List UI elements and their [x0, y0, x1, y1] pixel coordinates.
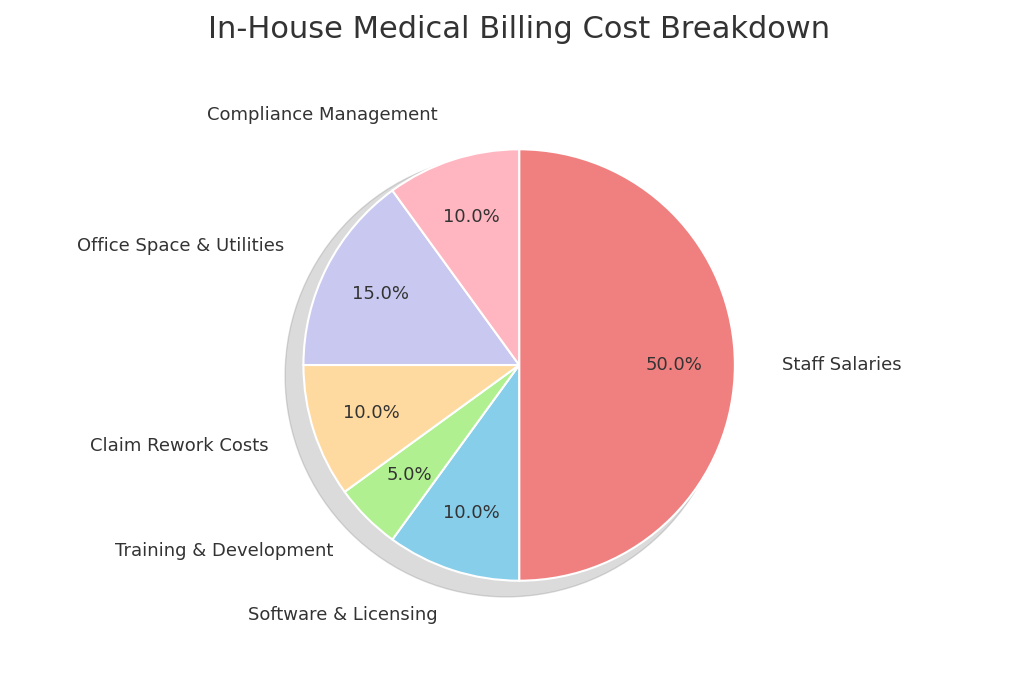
- Ellipse shape: [285, 155, 727, 597]
- Text: 15.0%: 15.0%: [352, 286, 410, 303]
- Wedge shape: [303, 365, 519, 492]
- Text: Training & Development: Training & Development: [115, 542, 333, 560]
- Text: 5.0%: 5.0%: [386, 466, 432, 484]
- Text: Office Space & Utilities: Office Space & Utilities: [78, 237, 285, 254]
- Wedge shape: [303, 190, 519, 365]
- Wedge shape: [345, 365, 519, 539]
- Wedge shape: [519, 149, 735, 580]
- Wedge shape: [392, 149, 519, 365]
- Wedge shape: [392, 365, 519, 580]
- Text: Staff Salaries: Staff Salaries: [782, 356, 902, 374]
- Text: 10.0%: 10.0%: [343, 404, 399, 422]
- Text: 10.0%: 10.0%: [442, 208, 500, 226]
- Text: Claim Rework Costs: Claim Rework Costs: [90, 437, 269, 456]
- Title: In-House Medical Billing Cost Breakdown: In-House Medical Billing Cost Breakdown: [208, 15, 830, 44]
- Text: Software & Licensing: Software & Licensing: [248, 606, 438, 624]
- Text: 10.0%: 10.0%: [442, 504, 500, 522]
- Text: 50.0%: 50.0%: [646, 356, 702, 374]
- Text: Compliance Management: Compliance Management: [207, 106, 438, 123]
